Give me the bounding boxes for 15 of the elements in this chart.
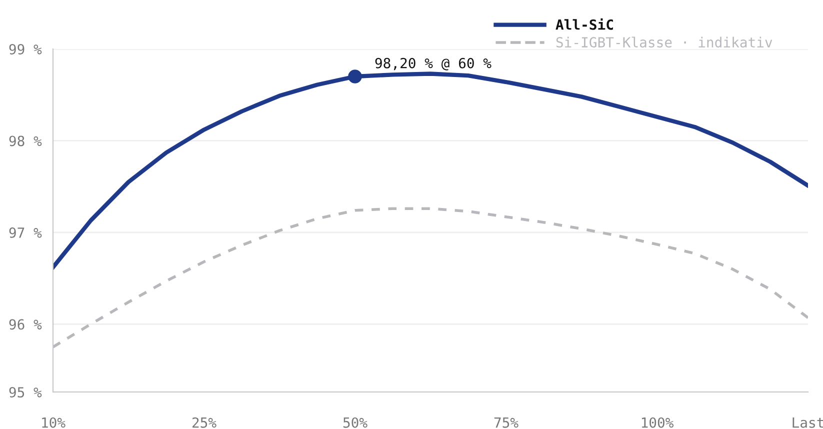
x-tick-label: 75%: [494, 418, 518, 428]
legend-label: All-SiC: [556, 18, 613, 30]
y-tick-label: 98 %: [9, 136, 42, 146]
x-tick-label: 50%: [343, 417, 368, 428]
x-tick-label: 25%: [192, 417, 216, 428]
y-tick-label: 97 %: [9, 227, 42, 238]
annotation: 98,20 % @ 60 %: [375, 58, 492, 70]
y-tick-label: 99 %: [9, 44, 42, 55]
legend-label: Si-IGBT-Klasse · indikativ: [556, 36, 772, 48]
x-tick-label: 10%: [42, 417, 66, 428]
y-tick-label: 95 %: [9, 387, 42, 398]
x-tick-label: 100%: [642, 417, 674, 428]
y-tick-label: 96 %: [9, 319, 42, 330]
line-series: [53, 207, 808, 348]
x-tick-label: Last: [792, 418, 823, 428]
